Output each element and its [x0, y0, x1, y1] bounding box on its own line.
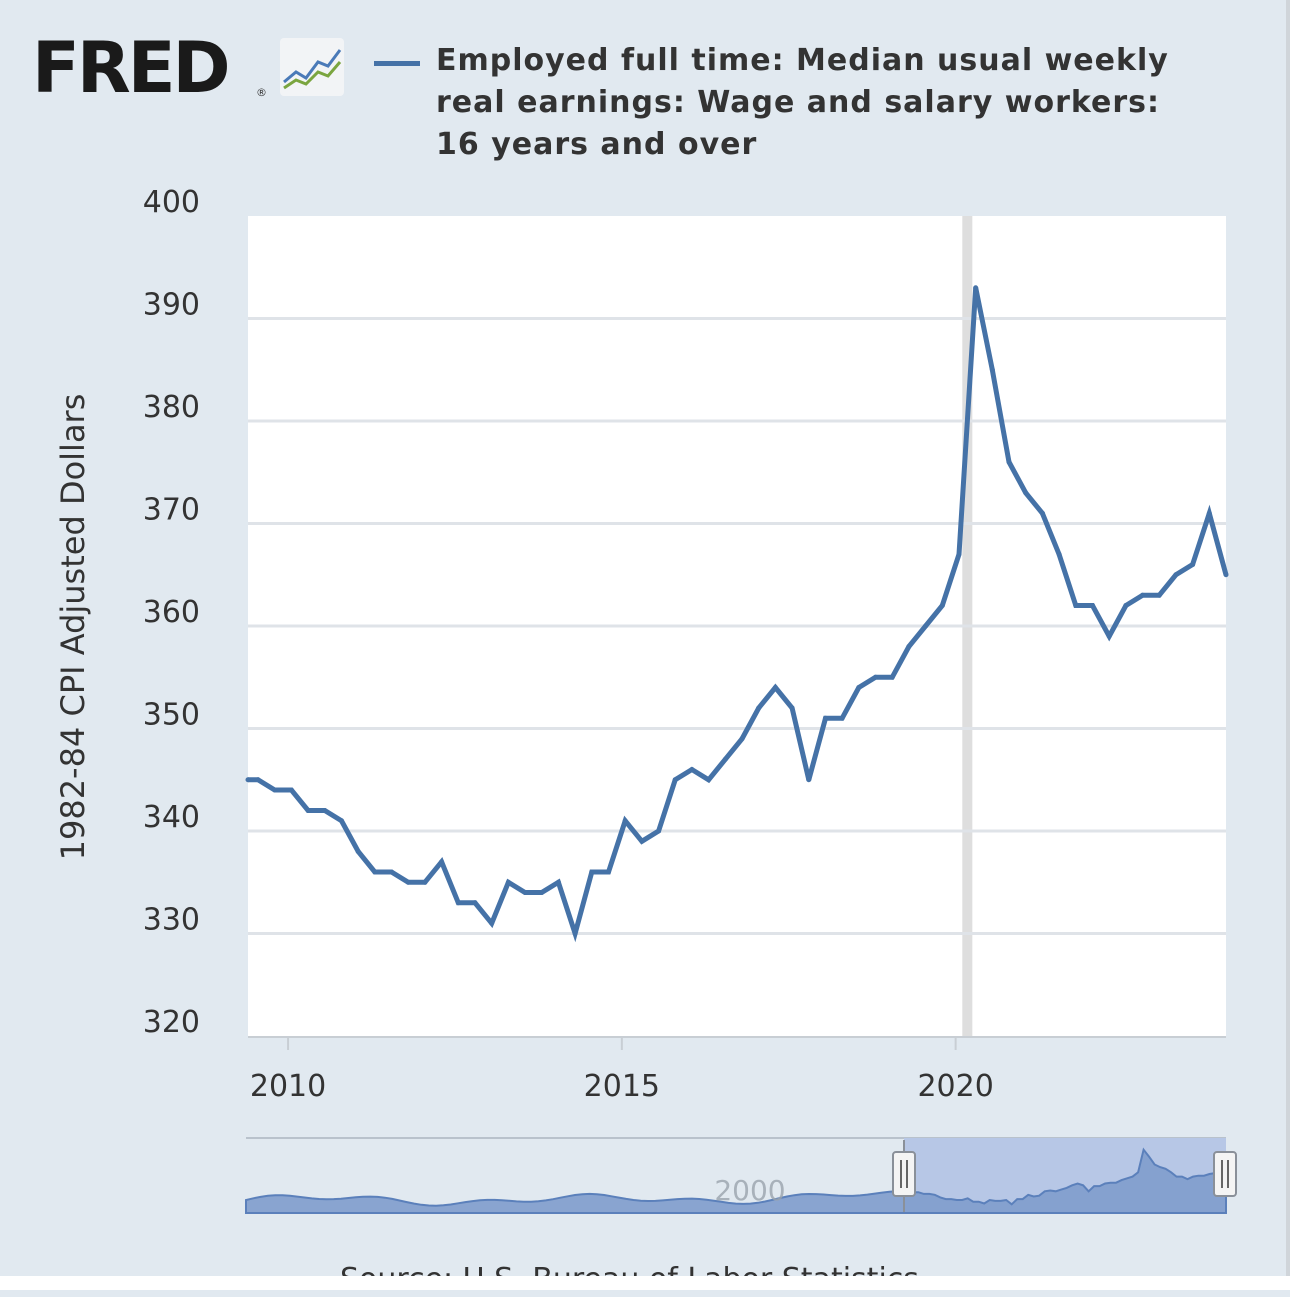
y-tick-label: 400 — [143, 185, 200, 220]
navigator-year-label: 2000 — [714, 1174, 785, 1207]
data-point — [572, 931, 578, 936]
data-point — [706, 777, 712, 783]
data-point — [1089, 603, 1095, 608]
data-point — [1023, 490, 1029, 496]
fred-chart-icon — [280, 38, 344, 96]
data-point — [372, 869, 378, 875]
y-tick-label: 390 — [143, 288, 200, 323]
data-point — [1140, 592, 1146, 598]
data-point — [539, 890, 545, 895]
data-point — [1190, 562, 1196, 567]
data-point — [806, 777, 812, 783]
data-point — [555, 879, 561, 885]
bottom-edge — [0, 1276, 1290, 1290]
data-point — [989, 367, 995, 373]
x-tick-label: 2020 — [917, 1069, 993, 1104]
fred-logo[interactable]: FRED — [32, 27, 231, 109]
x-tick-label: 2010 — [250, 1069, 326, 1104]
data-point — [338, 818, 344, 824]
legend-swatch — [374, 61, 420, 66]
y-axis-tick-labels: 320 330 340 350 360 370 380 390 400 — [143, 185, 200, 1040]
data-point — [405, 879, 411, 885]
data-point — [973, 285, 979, 291]
data-point — [756, 705, 762, 711]
data-point — [439, 859, 445, 865]
data-point — [1039, 510, 1045, 516]
data-point — [422, 879, 428, 885]
data-point — [1073, 603, 1079, 608]
data-point — [589, 869, 595, 875]
data-point — [839, 715, 845, 721]
data-point — [923, 623, 929, 629]
series-line — [248, 287, 1229, 943]
data-point — [956, 551, 962, 557]
data-point — [889, 674, 895, 680]
data-point — [622, 818, 628, 824]
data-point — [939, 603, 945, 608]
data-point — [772, 685, 778, 690]
data-point — [389, 869, 395, 875]
registered-mark: ® — [256, 86, 267, 99]
plot-area: 320 330 340 350 360 370 380 390 400 2010 2015 2020 — [143, 185, 1229, 1104]
data-point — [822, 715, 828, 721]
data-point — [288, 787, 294, 793]
data-point — [489, 920, 495, 926]
y-tick-label: 330 — [143, 903, 200, 938]
gridlines — [248, 317, 1226, 935]
y-tick-label: 360 — [143, 595, 200, 630]
data-point — [1223, 572, 1229, 578]
data-point — [639, 838, 645, 844]
y-tick-label: 320 — [143, 1005, 200, 1040]
x-axis-ticks: 2010 2015 2020 — [250, 1037, 994, 1104]
series-points — [245, 285, 1229, 936]
data-point — [672, 777, 678, 783]
data-point — [722, 756, 728, 762]
data-point — [255, 777, 261, 783]
data-point — [656, 828, 662, 834]
navigator-left-handle[interactable] — [892, 1140, 916, 1212]
data-point — [1206, 510, 1212, 516]
data-point — [522, 890, 528, 895]
right-edge — [1286, 0, 1290, 1276]
navigator-series-area — [245, 1147, 1227, 1214]
y-tick-label: 370 — [143, 493, 200, 528]
y-tick-label: 380 — [143, 390, 200, 425]
data-point — [505, 879, 511, 885]
data-point — [789, 705, 795, 711]
data-point — [739, 736, 745, 742]
data-point — [305, 808, 311, 813]
y-axis-title: 1982-84 CPI Adjusted Dollars — [54, 393, 92, 861]
data-point — [1156, 592, 1162, 598]
y-tick-label: 350 — [143, 698, 200, 733]
range-navigator[interactable]: 2000 — [245, 1137, 1237, 1214]
data-point — [856, 685, 862, 690]
legend-label[interactable]: Employed full time: Median usual weekly … — [436, 43, 1169, 162]
data-point — [1173, 572, 1179, 578]
data-point — [1123, 603, 1129, 608]
data-point — [472, 900, 478, 906]
data-point — [245, 777, 251, 783]
data-point — [605, 869, 611, 875]
data-point — [272, 787, 278, 793]
data-point — [1006, 459, 1012, 465]
data-point — [906, 644, 912, 649]
data-point — [1106, 633, 1112, 639]
data-point — [322, 808, 328, 813]
data-point — [355, 849, 361, 854]
y-tick-label: 340 — [143, 800, 200, 835]
data-point — [1056, 551, 1062, 557]
navigator-right-handle[interactable] — [1213, 1151, 1237, 1197]
data-point — [689, 767, 695, 772]
x-tick-label: 2015 — [584, 1069, 660, 1104]
data-point — [873, 674, 879, 680]
data-point — [455, 900, 461, 906]
